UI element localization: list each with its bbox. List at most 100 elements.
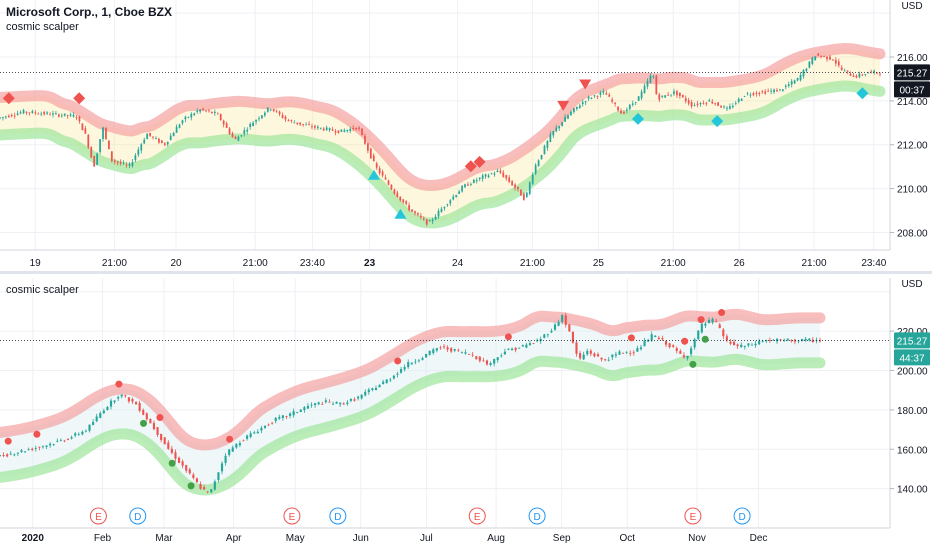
candle-body: [5, 116, 7, 118]
candle-body: [561, 315, 564, 322]
candle-body: [586, 351, 589, 355]
candle-body: [617, 106, 619, 111]
event-marker-label: D: [134, 512, 141, 523]
candle-body: [729, 106, 731, 109]
buy-dot-marker: [168, 459, 176, 467]
candle-body: [846, 70, 849, 72]
candle-body: [166, 141, 169, 145]
sell-dot-marker: [33, 430, 41, 438]
candle-body: [417, 360, 421, 362]
candle-body: [43, 112, 46, 115]
candle-body: [758, 341, 761, 345]
candle-body: [196, 110, 199, 112]
sell-triangle-marker: [557, 100, 570, 111]
candle-body: [367, 143, 369, 151]
candle-body: [378, 168, 381, 174]
candle-body: [684, 98, 687, 102]
candle-body: [528, 182, 531, 194]
candle-body: [458, 191, 461, 194]
candle-body: [185, 465, 188, 471]
candle-body: [826, 56, 828, 60]
candle-body: [20, 450, 23, 453]
candle-body: [228, 449, 231, 455]
x-tick-label: Aug: [487, 533, 505, 544]
candle-body: [72, 114, 75, 117]
candle-body: [299, 122, 302, 125]
candle-body: [152, 136, 154, 138]
lower-band: [0, 80, 886, 229]
candle-body: [561, 122, 564, 126]
sell-dot-marker: [718, 309, 726, 317]
candle-body: [0, 117, 1, 119]
candle-body: [754, 343, 757, 346]
candle-body: [163, 143, 166, 145]
candle-body: [403, 366, 406, 370]
candle-body: [746, 93, 749, 95]
candle-body: [414, 361, 417, 363]
candle-body: [514, 347, 517, 351]
event-marker: [89, 507, 107, 525]
candle-body: [249, 433, 252, 437]
candle-body: [879, 73, 881, 75]
candle-body: [528, 343, 532, 346]
candle-body: [876, 72, 878, 74]
x-tick-label: Apr: [226, 533, 242, 544]
candle-body: [74, 433, 77, 436]
candle-body: [371, 388, 374, 390]
candle-body: [702, 103, 705, 105]
candle-body: [768, 340, 771, 341]
candle-body: [40, 113, 43, 115]
candle-body: [864, 74, 867, 75]
candle-body: [714, 103, 717, 105]
candle-body: [600, 357, 603, 360]
candle-body: [729, 341, 732, 344]
x-tick-label: 26: [734, 258, 746, 269]
candle-body: [650, 334, 653, 341]
candle-body: [52, 443, 55, 445]
candle-body: [655, 75, 658, 95]
candle-body: [305, 124, 307, 126]
y-tick-label: 180.00: [897, 406, 928, 417]
candle-body: [770, 90, 772, 92]
candle-body: [178, 124, 181, 128]
candle-body: [364, 391, 367, 396]
candle-body: [681, 94, 684, 98]
candle-body: [143, 139, 146, 144]
candle-body: [587, 96, 590, 99]
sell-diamond-marker: [473, 155, 486, 168]
buy-diamond-marker: [711, 115, 724, 128]
candle-body: [707, 319, 711, 324]
sell-triangle-marker: [579, 79, 592, 90]
candle-body: [399, 369, 403, 373]
candle-body: [353, 399, 356, 401]
candle-body: [852, 75, 855, 78]
candle-body: [578, 105, 581, 109]
candle-body: [392, 375, 395, 379]
candle-body: [564, 315, 567, 325]
candle-body: [7, 115, 10, 118]
candle-body: [41, 446, 45, 448]
candle-body: [470, 184, 472, 185]
candle-body: [66, 439, 70, 440]
candle-body: [99, 413, 102, 418]
candle-body: [358, 127, 360, 129]
candle-body: [213, 481, 216, 490]
candle-body: [568, 324, 571, 332]
candle-body: [195, 478, 199, 483]
candle-body: [614, 102, 616, 104]
x-tick-label: Sep: [553, 533, 571, 544]
candle-body: [16, 113, 19, 115]
candle-body: [364, 136, 366, 144]
candle-body: [640, 91, 643, 99]
candle-body: [686, 355, 689, 359]
candle-body: [522, 193, 525, 200]
candle-body: [478, 177, 481, 180]
lower-band: [0, 353, 826, 496]
candle-body: [508, 177, 511, 182]
candle-body: [808, 61, 811, 68]
candle-body: [99, 139, 101, 153]
candle-body: [408, 205, 410, 211]
candle-body: [718, 324, 721, 329]
candle-body: [135, 402, 138, 405]
